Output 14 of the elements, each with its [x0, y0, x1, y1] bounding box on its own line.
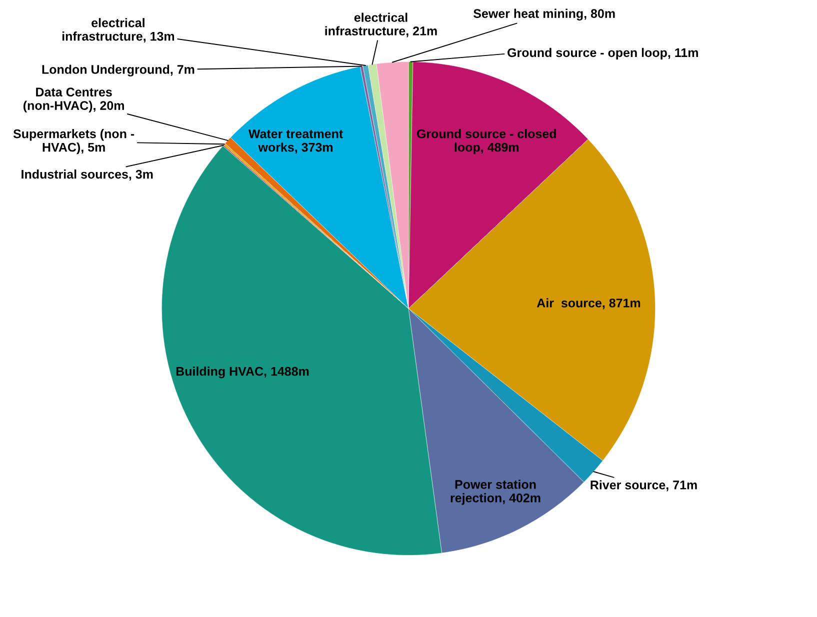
slice-label: Water treatment works, 373m [248, 130, 343, 154]
slice-label: electrical infrastructure, 21m [325, 12, 437, 38]
slice-label: Ground source - closed loop, 489m [416, 129, 556, 154]
slice-label: Data Centres (non-HVAC), 20m [24, 88, 124, 112]
slice-label: Power station rejection, 402m [450, 480, 540, 505]
slice-label: Building HVAC, 1488m [176, 366, 309, 378]
slice-label: Sewer heat mining, 80m [473, 8, 615, 20]
slice-label: electrical infrastructure, 13m [62, 18, 174, 43]
slice-label: London Underground, 7m [42, 64, 194, 76]
slice-label: Supermarkets (non - HVAC), 5m [13, 129, 134, 154]
slice-label: Ground source - open loop, 11m [508, 48, 698, 60]
slice-label: Industrial sources, 3m [22, 170, 153, 181]
slice-label: Air source, 871m [536, 298, 640, 310]
slice-label: River source, 71m [590, 480, 697, 492]
